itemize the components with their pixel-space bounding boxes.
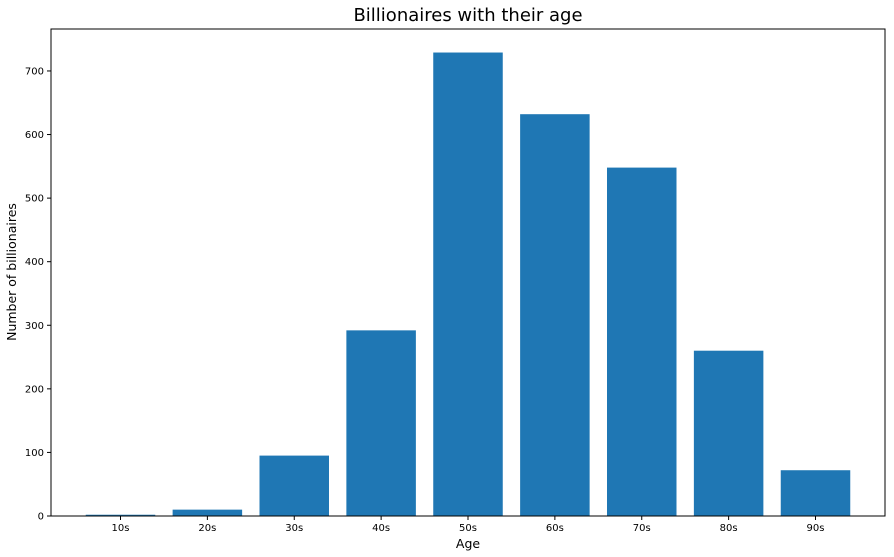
bar-40s [346,330,416,516]
x-tick-label: 80s [720,523,738,534]
y-tick-label: 0 [38,512,44,523]
y-tick-label: 500 [25,194,44,205]
y-tick-label: 100 [25,448,44,459]
bar-30s [259,455,329,516]
x-tick-label: 10s [112,523,130,534]
y-tick-label: 600 [25,130,44,141]
bar-10s [85,514,156,516]
y-axis-label: Number of billionaires [4,203,19,341]
bars [85,52,851,517]
bar-80s [693,350,764,516]
x-axis-label: Age [456,536,480,551]
x-tick-label: 40s [372,523,390,534]
y-tick-label: 200 [25,384,44,395]
y-tick-label: 700 [25,66,44,77]
x-axis: 10s 20s 30s 40s 50s 60s 70s 80s 90s [112,516,825,534]
y-axis: 0 100 200 300 400 500 600 700 [25,66,51,523]
chart-title: Billionaires with their age [353,5,582,26]
x-tick-label: 70s [633,523,651,534]
bar-60s [520,114,590,517]
bar-90s [780,470,851,516]
x-tick-label: 30s [285,523,303,534]
bar-20s [172,509,243,516]
bar-70s [607,167,677,517]
plot-area [50,28,886,517]
x-tick-label: 60s [546,523,564,534]
y-tick-label: 400 [25,257,44,268]
bar-50s [433,52,503,516]
x-tick-label: 20s [198,523,216,534]
x-tick-label: 90s [807,523,825,534]
x-tick-label: 50s [459,523,477,534]
y-tick-label: 300 [25,321,44,332]
